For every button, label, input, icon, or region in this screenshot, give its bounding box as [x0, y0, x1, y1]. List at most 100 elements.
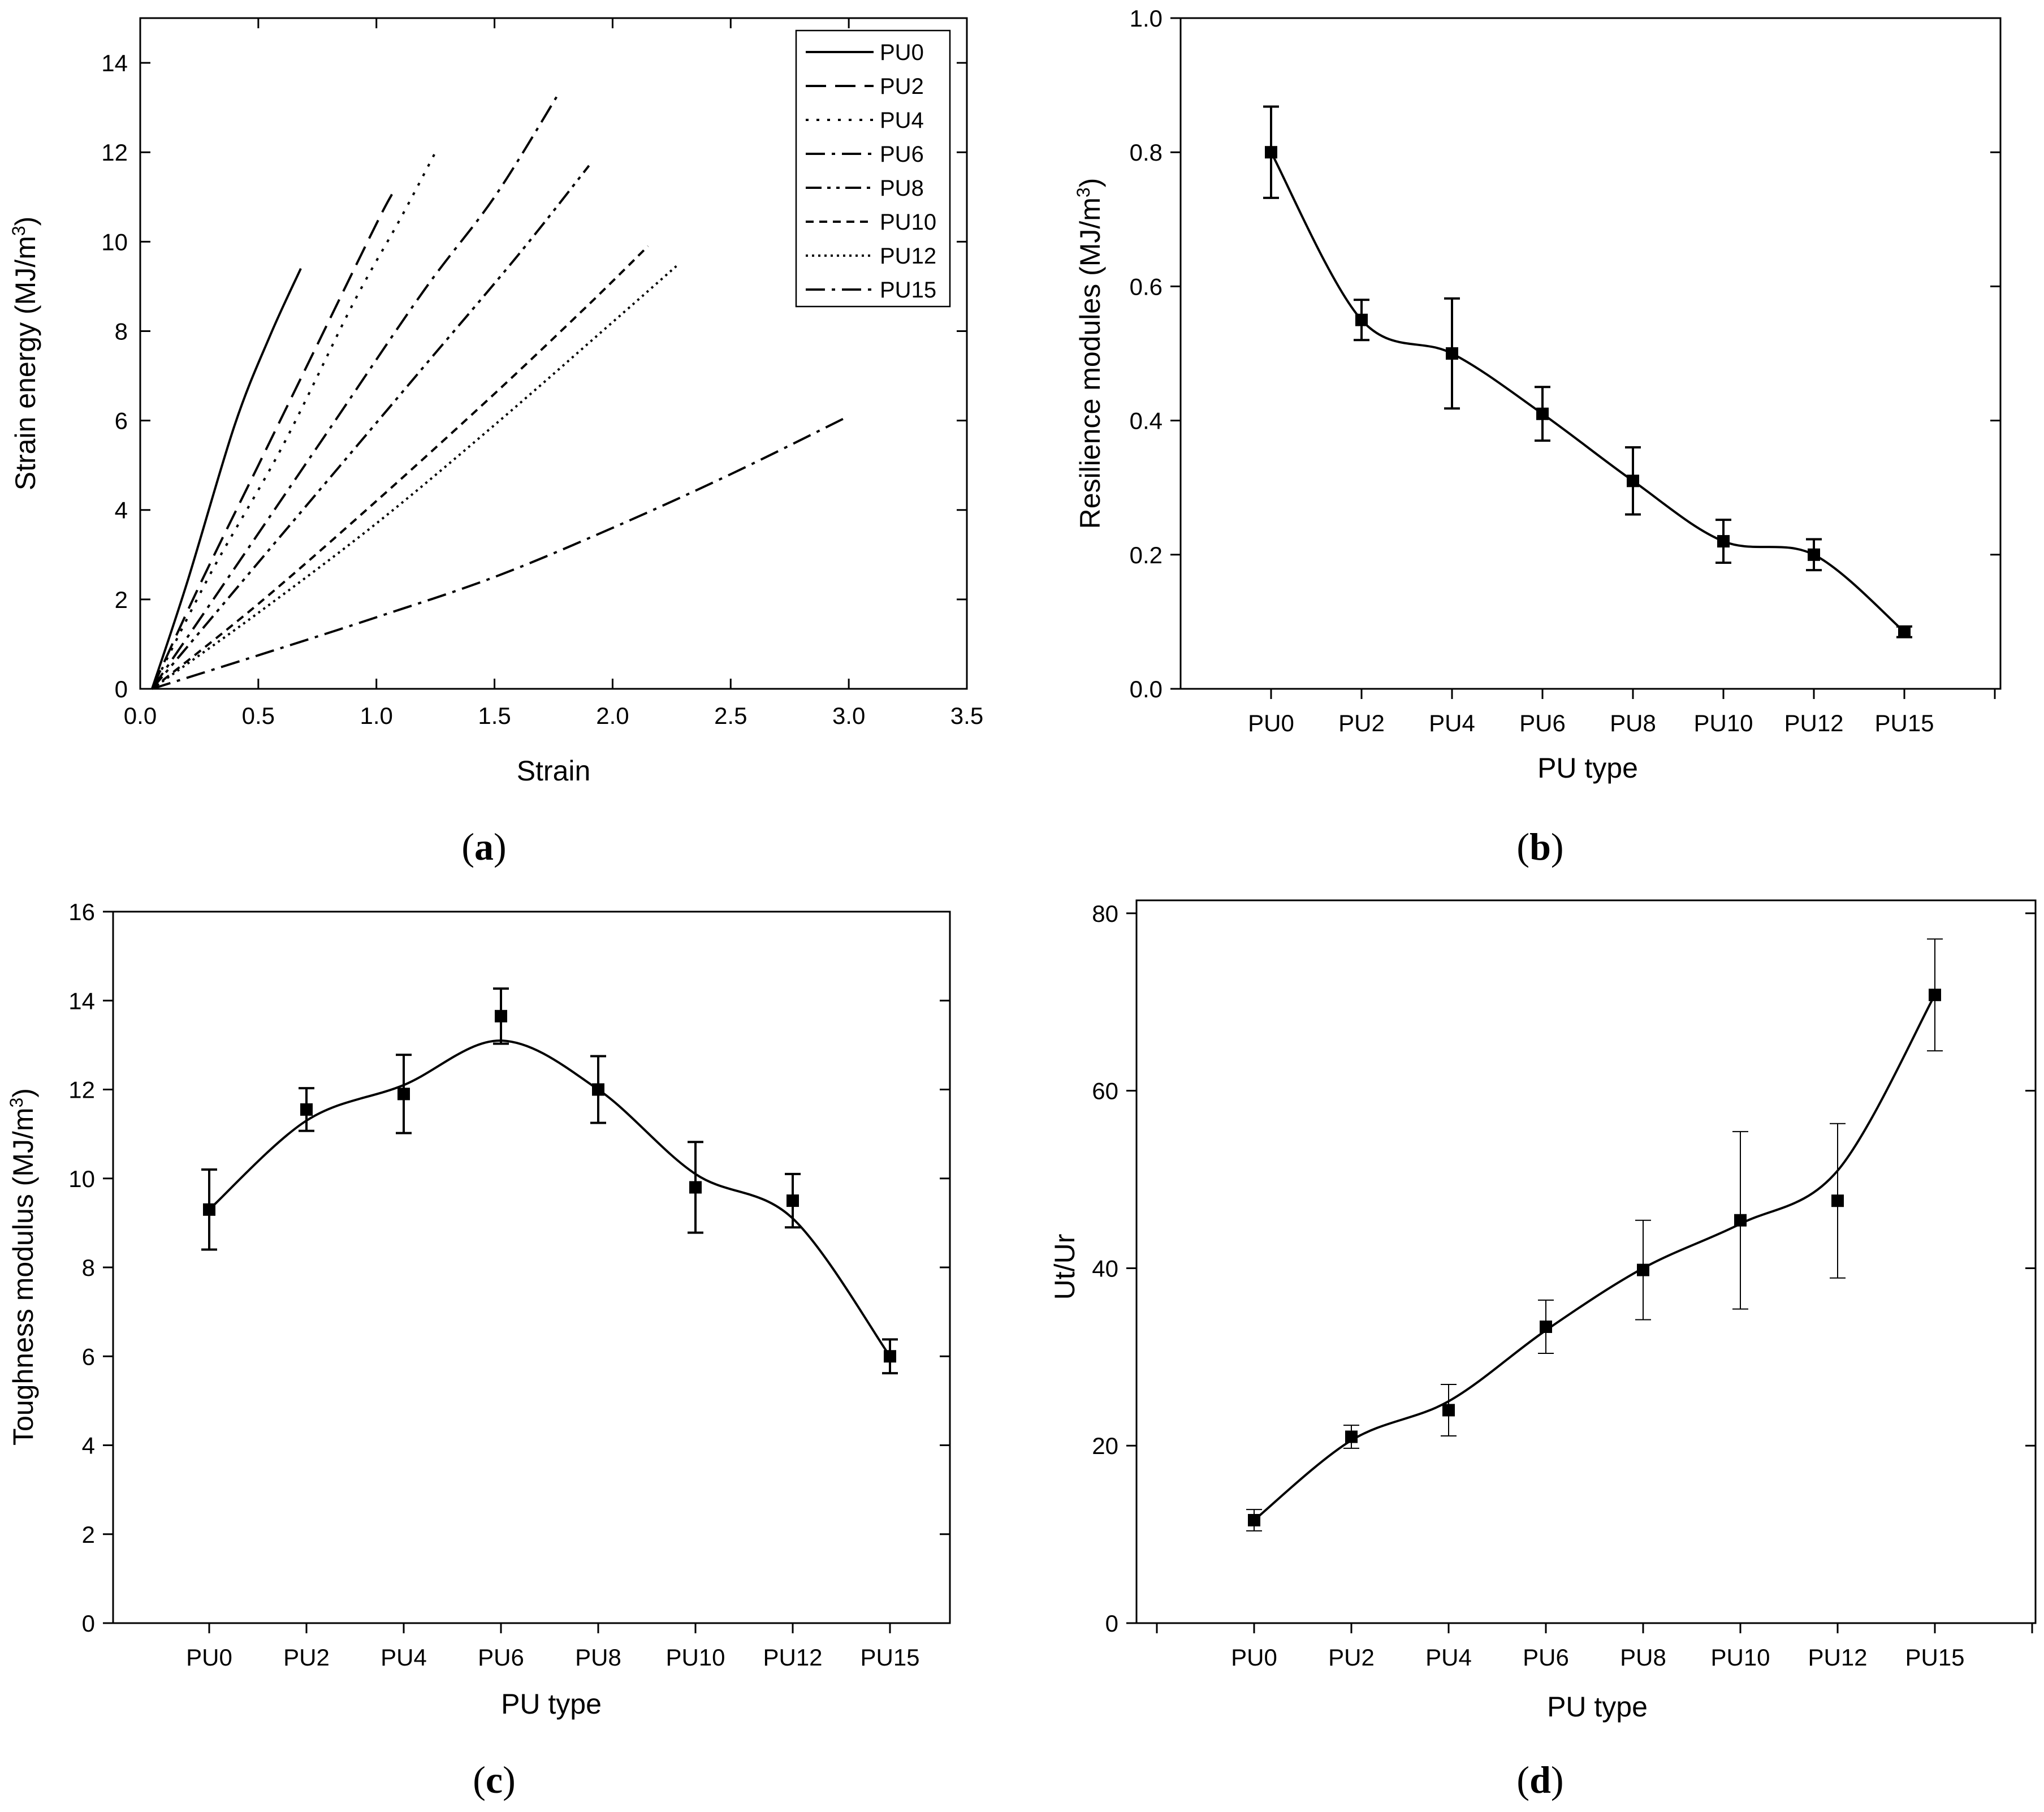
data-point-d: [1442, 1404, 1455, 1417]
legend-label-pu8: PU8: [880, 176, 924, 201]
legend-box: [795, 29, 951, 308]
x-tick-label-d: PU15: [1905, 1644, 1964, 1671]
x-tick-label-c: PU10: [666, 1644, 725, 1671]
y-tick-label-c: 0: [82, 1610, 95, 1637]
x-tick-label-b: PU8: [1610, 710, 1656, 736]
panel-d: PU0 PU2 PU4 PU6 PU8 PU10 PU12 PU15 0 20 40 60 80 PU …: [1049, 899, 2037, 1801]
data-point-d: [1540, 1320, 1552, 1333]
y-tick-label-b: 0.4: [1130, 408, 1163, 434]
panel-label-a: (a): [461, 825, 506, 868]
x-tick-label-b: PU10: [1693, 710, 1753, 736]
x-tick-label-b: PU4: [1429, 710, 1475, 736]
data-point-b: [1717, 535, 1730, 548]
y-tick-label-c: 4: [82, 1433, 95, 1459]
panel-label-c: (c): [473, 1758, 516, 1801]
y-tick-label-b: 0.0: [1130, 676, 1163, 702]
data-point-c: [203, 1203, 215, 1216]
data-point-c: [300, 1103, 313, 1116]
x-tick-label-b: PU15: [1874, 710, 1934, 736]
series-line-pu0: [151, 268, 302, 689]
y-axis-label-b: Resilience modules (MJ/m3): [1073, 178, 1106, 529]
series-line-pu10: [151, 245, 649, 690]
x-tick-label-b: PU2: [1338, 710, 1385, 736]
panel-d-ticks: PU0 PU2 PU4 PU6 PU8 PU10 PU12 PU15 0 20 40 60 80: [1092, 900, 2036, 1671]
x-tick-label-b: PU12: [1784, 710, 1843, 736]
x-tick-label-d: PU0: [1231, 1644, 1277, 1671]
y-tick-label-a: 6: [115, 408, 128, 434]
legend-label-pu4: PU4: [880, 108, 924, 133]
panel-b-frame: [1179, 17, 2002, 690]
y-tick-label-d: 0: [1105, 1610, 1118, 1637]
y-tick-label-c: 10: [68, 1166, 95, 1192]
y-tick-label-b: 0.6: [1130, 273, 1163, 300]
panel-c: PU0 PU2 PU4 PU6 PU8 PU10 PU12 PU15 0 2 4 6 8 10 12 14 16…: [6, 899, 951, 1801]
x-tick-label-c: PU15: [860, 1644, 919, 1671]
y-tick-label-a: 2: [115, 586, 128, 613]
x-tick-label-a: 2.0: [596, 702, 629, 729]
x-axis-label-b: PU type: [1537, 752, 1638, 784]
panel-c-series: [201, 987, 898, 1375]
x-tick-label-c: PU6: [478, 1644, 524, 1671]
x-axis-label-c: PU type: [501, 1688, 602, 1720]
x-tick-label-a: 1.5: [478, 702, 511, 729]
x-tick-label-d: PU4: [1425, 1644, 1472, 1671]
panel-d-series: [1246, 938, 1943, 1531]
y-tick-label-b: 0.8: [1130, 139, 1163, 166]
data-point-d: [1929, 989, 1941, 1002]
x-tick-label-a: 3.0: [832, 702, 865, 729]
data-point-d: [1248, 1514, 1260, 1527]
series-line-pu15: [152, 415, 849, 690]
series-line-pu6: [151, 93, 560, 690]
legend: PU0 PU2 PU4 PU6 PU8 PU10 PU12 PU15: [795, 29, 951, 308]
y-tick-label-a: 10: [101, 228, 128, 255]
data-point-b: [1446, 347, 1458, 360]
legend-label-pu6: PU6: [880, 142, 924, 167]
y-tick-label-d: 40: [1092, 1255, 1118, 1282]
y-tick-label-a: 12: [101, 139, 128, 166]
y-axis-label-d: Ut/Ur: [1049, 1234, 1081, 1300]
x-tick-label-a: 3.5: [950, 702, 983, 729]
x-tick-label-b: PU0: [1248, 710, 1294, 736]
y-tick-label-d: 80: [1092, 900, 1118, 927]
y-tick-label-c: 8: [82, 1254, 95, 1281]
data-point-d: [1345, 1430, 1358, 1443]
y-tick-label-d: 60: [1092, 1078, 1118, 1105]
x-tick-label-c: PU12: [763, 1644, 822, 1671]
panel-a-frame: [139, 17, 968, 690]
x-tick-label-c: PU8: [575, 1644, 621, 1671]
data-point-b: [1355, 313, 1368, 326]
data-point-d: [1637, 1263, 1649, 1276]
x-tick-label-c: PU0: [186, 1644, 232, 1671]
x-tick-label-a: 2.5: [714, 702, 747, 729]
legend-label-pu12: PU12: [880, 244, 936, 269]
y-tick-label-c: 12: [68, 1077, 95, 1103]
x-tick-label-d: PU12: [1808, 1644, 1867, 1671]
legend-label-pu15: PU15: [880, 278, 936, 303]
panel-b-series: [1263, 105, 1912, 638]
panel-a-ticks: 0.0 0.5 1.0 1.5 2.0 2.5 3.0 3.5 0 2 4 6 8 10 12 14: [101, 18, 983, 729]
x-tick-label-d: PU6: [1523, 1644, 1569, 1671]
y-axis-label-a: Strain energy (MJ/m3): [8, 217, 41, 491]
panel-label-b: (b): [1516, 825, 1563, 868]
y-tick-label-a: 4: [115, 497, 128, 524]
panel-d-frame: [1135, 899, 2037, 1624]
x-tick-label-d: PU10: [1710, 1644, 1770, 1671]
panel-b-ticks: PU0 PU2 PU4 PU6 PU8 PU10 PU12 PU15 0.0 0.2 0.4 0.6 0…: [1130, 5, 2000, 736]
y-axis-label-c: Toughness modulus (MJ/m3): [6, 1088, 39, 1446]
data-point-b: [1536, 407, 1549, 420]
x-tick-label-a: 0.5: [242, 702, 275, 729]
data-point-c: [397, 1088, 410, 1101]
panel-a-series: [151, 93, 849, 690]
series-line-pu2: [151, 192, 394, 689]
y-tick-label-a: 14: [101, 50, 128, 76]
data-point-c: [495, 1009, 507, 1023]
data-point-c: [592, 1083, 604, 1096]
data-point-d: [1831, 1194, 1844, 1207]
x-tick-label-a: 1.0: [360, 702, 393, 729]
data-point-d: [1734, 1214, 1747, 1227]
x-axis-label-d: PU type: [1547, 1691, 1648, 1723]
data-point-b: [1808, 548, 1820, 561]
y-tick-label-b: 0.2: [1130, 542, 1163, 568]
